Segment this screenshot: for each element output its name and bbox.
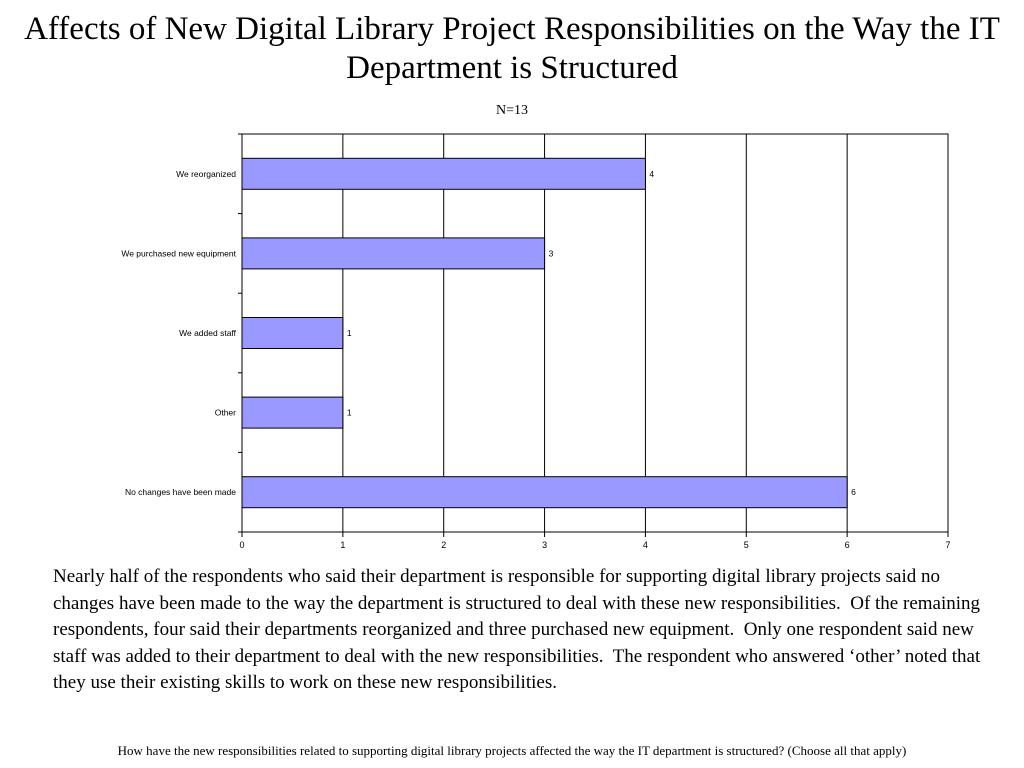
y-category-label: No changes have been made <box>125 487 236 497</box>
x-tick-label: 7 <box>945 540 950 550</box>
y-category-label: We added staff <box>179 328 237 338</box>
y-category-label: We purchased new equipment <box>121 248 236 258</box>
data-label: 1 <box>347 408 352 418</box>
x-tick-label: 1 <box>340 540 345 550</box>
bar <box>241 396 344 429</box>
x-tick-label: 4 <box>643 540 648 550</box>
y-category-label: We reorganized <box>176 169 236 179</box>
bar <box>241 317 344 349</box>
data-label: 4 <box>649 169 654 179</box>
bar <box>241 476 848 509</box>
x-tick-label: 5 <box>744 540 749 550</box>
x-tick-label: 3 <box>542 540 547 550</box>
bar <box>241 237 546 270</box>
data-label: 3 <box>549 248 554 258</box>
x-tick-label: 2 <box>441 540 446 550</box>
bar <box>241 157 646 190</box>
chart-subtitle: N=13 <box>495 103 528 118</box>
summary-paragraph: Nearly half of the respondents who said … <box>53 566 985 693</box>
slide-title: Affects of New Digital Library Project R… <box>24 11 1000 86</box>
x-tick-label: 6 <box>845 540 850 550</box>
x-tick-label: 0 <box>239 540 244 550</box>
data-label: 1 <box>347 328 352 338</box>
data-label: 6 <box>851 487 856 497</box>
y-category-label: Other <box>215 408 236 418</box>
bar-chart: 0 1 2 3 4 5 6 7 We reorganized 4 We purchased new … <box>121 133 951 550</box>
survey-question: How have the new responsibilities relate… <box>117 743 907 758</box>
